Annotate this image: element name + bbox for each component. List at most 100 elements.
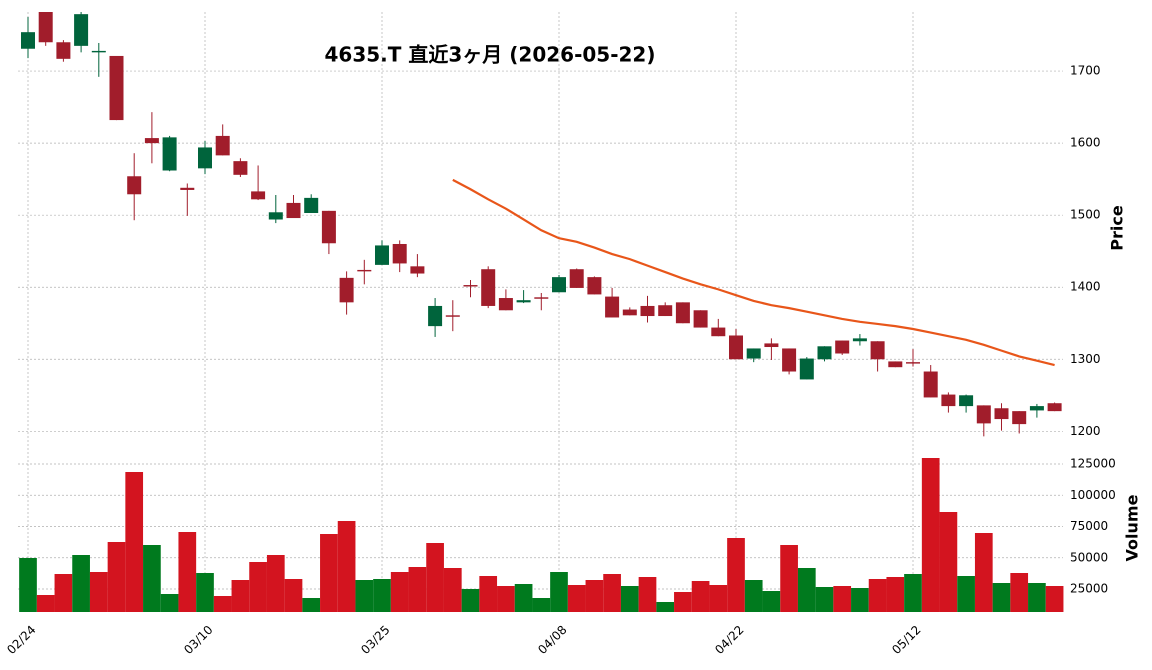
candle-body [498, 298, 513, 311]
volume-pane [19, 458, 1064, 612]
volume-bar [815, 587, 834, 612]
volume-bar [939, 512, 958, 612]
volume-bar [780, 545, 798, 612]
candle-body [1029, 406, 1044, 411]
candle-body [1047, 403, 1062, 412]
volume-bar [249, 562, 267, 612]
candle-body [764, 343, 779, 348]
volume-bar [19, 558, 37, 612]
volume-bar [390, 572, 409, 612]
candle-body [817, 346, 832, 360]
candle-body [180, 187, 195, 190]
volume-bar [514, 584, 533, 612]
candle-body [56, 42, 71, 59]
volume-bar [904, 574, 922, 612]
volume-bar [89, 572, 108, 612]
volume-bar [426, 543, 444, 612]
x-tick-label: 04/08 [535, 623, 569, 657]
candle-body [215, 135, 230, 156]
candle-body [675, 302, 690, 324]
y2-tick-label: 100000 [1070, 488, 1116, 502]
candle-body [463, 285, 478, 287]
volume-bar [54, 574, 73, 612]
y2-tick-label: 125000 [1070, 457, 1116, 471]
volume-bar [921, 458, 940, 612]
candle-body [304, 197, 319, 214]
volume-bar [851, 588, 869, 612]
volume-bar [886, 577, 905, 612]
price-pane [21, 12, 1062, 437]
candle-body [835, 340, 850, 354]
x-tick-label: 05/12 [889, 623, 923, 657]
candle-body [729, 335, 743, 360]
x-tick-label: 02/24 [4, 623, 38, 657]
candle-body [144, 138, 159, 144]
volume-bar [125, 472, 144, 612]
y2-tick-label: 75000 [1070, 519, 1108, 533]
candle-body [923, 371, 938, 398]
y-tick-label: 1200 [1070, 424, 1101, 438]
candle-body [782, 348, 797, 372]
volume-bar [143, 545, 161, 612]
volume-bar [231, 580, 250, 612]
volume-bar [638, 577, 657, 612]
grid [18, 12, 1063, 612]
y-tick-label: 1400 [1070, 280, 1101, 294]
volume-bar [603, 574, 621, 612]
candle-body [711, 327, 726, 337]
volume-bar [408, 567, 427, 612]
y2-tick-label: 50000 [1070, 550, 1108, 564]
volume-bar [957, 576, 975, 612]
candle-body [392, 243, 407, 264]
candle-body [410, 266, 425, 274]
chart-title: 4635.T 直近3ヶ月 (2026-05-22) [325, 43, 656, 67]
volume-bar [620, 586, 639, 612]
candle-body [481, 269, 496, 306]
candle-body [640, 305, 655, 317]
candle-body [569, 269, 584, 288]
candle-body [605, 296, 620, 318]
candle-body [198, 147, 212, 169]
x-tick-label: 04/22 [712, 623, 746, 657]
volume-bar [479, 576, 498, 612]
candle-body [321, 210, 336, 244]
volume-bar [178, 532, 197, 612]
candle-body [339, 277, 354, 303]
candle-body [552, 277, 566, 293]
candle-body [799, 358, 814, 380]
candle-body [534, 297, 549, 299]
volume-bar [727, 538, 745, 612]
candle-body [162, 137, 177, 171]
volume-bar [691, 581, 710, 612]
y-tick-label: 1300 [1070, 352, 1101, 366]
candle-body [994, 408, 1009, 420]
candle-body [38, 12, 53, 43]
volume-bar [868, 579, 887, 612]
volume-bar [72, 555, 90, 612]
candle-body [445, 315, 460, 317]
y-tick-label: 1700 [1070, 64, 1101, 78]
candle-body [888, 361, 903, 368]
candle-body [127, 176, 142, 195]
volume-bar [160, 594, 179, 612]
candle-body [268, 212, 283, 220]
volume-bar [674, 592, 692, 612]
volume-bar [1028, 583, 1046, 612]
y-tick-label: 1600 [1070, 136, 1101, 150]
volume-bar [337, 521, 356, 612]
y2-axis-title: Volume [1123, 494, 1142, 561]
volume-bar [797, 568, 816, 612]
volume-bar [266, 555, 285, 612]
candle-body [516, 300, 531, 303]
candle-body [357, 269, 372, 272]
candle-body [941, 394, 956, 407]
x-tick-label: 03/25 [358, 623, 392, 657]
candle-body [587, 277, 602, 295]
volume-bar [461, 589, 480, 612]
volume-bar [213, 596, 232, 612]
volume-bar [107, 542, 126, 612]
candle-body [870, 341, 885, 360]
candle-body [746, 348, 761, 359]
volume-bar [302, 598, 321, 612]
